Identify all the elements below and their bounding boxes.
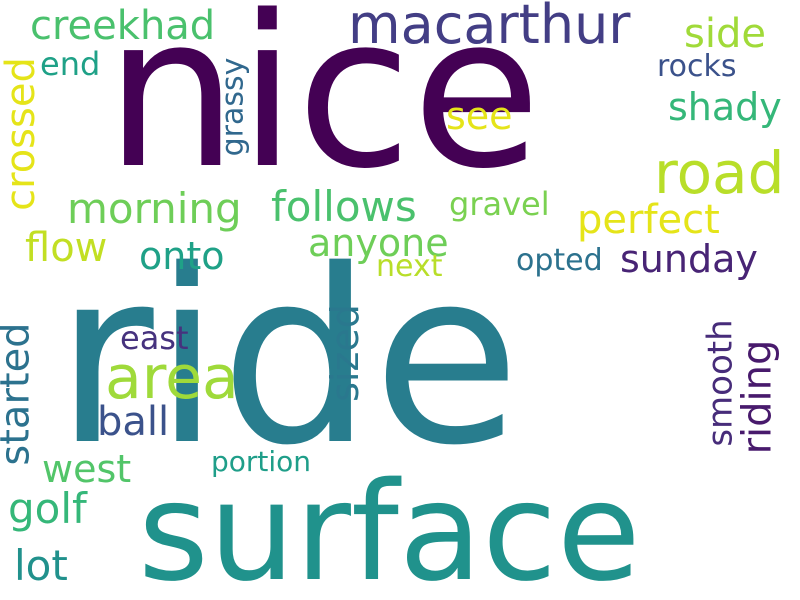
word-gravel: gravel — [449, 185, 550, 223]
word-macarthur: macarthur — [348, 0, 631, 56]
word-east: east — [120, 319, 189, 357]
word-onto: onto — [139, 234, 225, 278]
word-perfect: perfect — [577, 197, 720, 243]
word-west: west — [42, 447, 132, 491]
word-riding: riding — [734, 339, 781, 455]
word-surface: surface — [138, 454, 641, 600]
word-smooth: smooth — [700, 319, 741, 447]
word-opted: opted — [516, 243, 603, 278]
word-rocks: rocks — [657, 49, 737, 84]
word-started: started — [0, 322, 39, 466]
word-ride: ride — [55, 218, 521, 498]
word-sized: sized — [322, 304, 367, 402]
word-see: see — [446, 94, 513, 138]
word-crossed: crossed — [0, 57, 44, 211]
word-golf: golf — [8, 484, 87, 533]
word-ball: ball — [97, 399, 170, 445]
word-grassy: grassy — [215, 57, 251, 157]
word-anyone: anyone — [308, 221, 449, 265]
word-next: next — [376, 249, 443, 284]
word-creekhad: creekhad — [30, 3, 216, 49]
word-follows: follows — [271, 182, 417, 231]
word-shady: shady — [668, 85, 782, 129]
word-area: area — [105, 343, 239, 413]
word-end: end — [40, 45, 101, 83]
word-side: side — [684, 11, 766, 57]
word-portion: portion — [211, 445, 312, 478]
word-morning: morning — [67, 184, 242, 233]
word-nice: nice — [105, 0, 542, 215]
word-sunday: sunday — [620, 237, 758, 281]
word-lot: lot — [14, 541, 68, 590]
word-road: road — [654, 139, 785, 207]
word-flow: flow — [25, 225, 108, 271]
